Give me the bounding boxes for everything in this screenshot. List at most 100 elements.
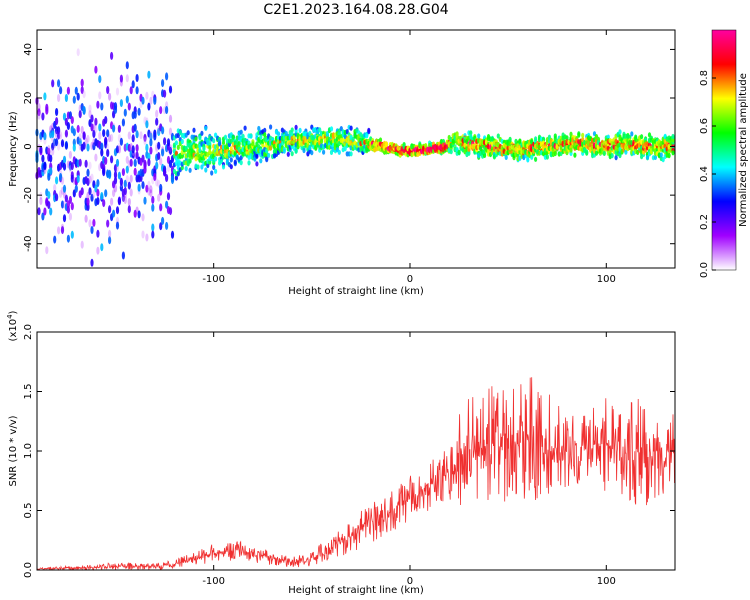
spectrogram-cell: [131, 145, 135, 154]
spectrogram-cell: [90, 258, 94, 267]
spectrogram-cell: [292, 134, 296, 141]
spectrogram-cell: [155, 117, 159, 126]
spectrogram-cell: [125, 155, 129, 164]
spectrogram-cell: [100, 102, 104, 111]
spectrogram-cell: [667, 153, 671, 159]
spectrogram-cell: [553, 150, 557, 157]
spectrogram-cell: [66, 86, 70, 95]
spectrogram-cell: [41, 212, 45, 221]
spectrogram-cell: [166, 138, 171, 147]
spectrogram-cell: [88, 104, 92, 113]
spectrogram-cell: [645, 154, 650, 160]
spectrogram-cell: [640, 134, 644, 140]
snr-panel: -100 0 100 0.0 0.5 1.0 1.5 2.0 Height of strai…: [6, 310, 676, 596]
spectrogram-cell: [133, 159, 137, 167]
spectrogram-cell: [88, 175, 92, 184]
spectrogram-cell: [630, 131, 634, 137]
spectrogram-cell: [60, 200, 65, 209]
spectrogram-cell: [80, 240, 84, 249]
spectrogram-cell: [59, 131, 63, 140]
spectrogram-cell: [117, 171, 121, 180]
spectrogram-cell: [112, 124, 116, 133]
spectrogram-cell: [110, 51, 114, 60]
snr-y-axis-label: SNR (10 * v/v): [8, 415, 19, 486]
spectrogram-cell: [119, 74, 123, 83]
spectrogram-x-ticks: -100 0 100: [202, 30, 616, 285]
spectrogram-cell: [276, 131, 281, 137]
spectrogram-cell: [108, 229, 112, 238]
spectrogram-cell: [57, 94, 61, 102]
spectrogram-cell: [174, 175, 178, 181]
x-tick-label: 0: [407, 576, 413, 587]
spectrogram-cell: [66, 122, 70, 130]
spectrogram-cell: [581, 132, 585, 138]
spectrogram-cell: [62, 184, 67, 193]
spectrogram-x-axis-label: Height of straight line (km): [288, 286, 424, 297]
spectrogram-cell: [129, 188, 133, 197]
snr-series: [36, 377, 676, 571]
spectrogram-cell: [163, 89, 167, 98]
spectrogram-cell: [545, 154, 550, 160]
spectrogram-cell: [153, 173, 157, 181]
spectrogram-cell: [174, 140, 178, 146]
spectrogram-cell: [206, 162, 210, 169]
spectrogram-cell: [117, 142, 121, 151]
spectrogram-cell: [66, 205, 70, 214]
spectrogram-cell: [378, 137, 383, 143]
spectrogram-cell: [294, 124, 298, 130]
spectrogram-cell: [251, 141, 255, 147]
spectrogram-cell: [204, 167, 208, 173]
spectrogram-cell: [349, 151, 353, 157]
spectrogram-cell: [100, 148, 104, 157]
spectrogram-cell: [115, 206, 120, 215]
spectrogram-cell: [310, 150, 314, 156]
spectrogram-cell: [108, 236, 112, 245]
spectrogram-cell: [92, 130, 96, 138]
spectrogram-cell: [168, 85, 173, 94]
spectrogram-cell: [145, 143, 149, 152]
snr-line: [36, 377, 676, 571]
spectrogram-cell: [469, 130, 473, 136]
spectrogram-cell: [214, 156, 218, 162]
spectrogram-cell: [125, 74, 129, 83]
spectrogram-cell: [157, 152, 161, 160]
spectrogram-cell: [547, 134, 552, 140]
spectrogram-cell: [68, 150, 72, 159]
spectrogram-cell: [131, 134, 135, 143]
spectrogram-cell: [70, 116, 74, 125]
spectrogram-cell: [133, 110, 137, 119]
spectrogram-cell: [72, 95, 76, 104]
spectrogram-cell: [165, 221, 169, 230]
spectrogram-cell: [70, 230, 74, 239]
spectrogram-cell: [125, 95, 129, 104]
spectrogram-cell: [64, 194, 68, 203]
spectrogram-cell: [198, 135, 202, 141]
spectrogram-cell: [64, 94, 68, 102]
spectrogram-cell: [51, 147, 55, 156]
spectrogram-cell: [282, 148, 286, 154]
spectrogram-cell: [127, 102, 131, 111]
spectrogram-cell: [57, 79, 61, 88]
spectrogram-cell: [115, 87, 120, 96]
spectrogram-cell: [151, 230, 155, 239]
spectrogram-cell: [145, 120, 149, 129]
spectrogram-cell: [147, 187, 151, 196]
spectrogram-cell: [318, 127, 322, 133]
spectrogram-cell: [161, 216, 165, 225]
spectrogram-cell: [483, 152, 487, 158]
figure-title: C2E1.2023.164.08.28.G04: [263, 2, 449, 18]
spectrogram-cell: [337, 149, 341, 155]
spectrogram-cell: [37, 111, 41, 120]
spectrogram-cell: [141, 181, 145, 190]
colorbar-tick-label: 0.2: [699, 214, 710, 230]
spectrogram-cell: [585, 149, 589, 155]
spectrogram-cell: [72, 143, 76, 152]
spectrogram-cell: [286, 151, 290, 157]
spectrogram-cell: [76, 48, 80, 57]
spectrogram-cell: [47, 191, 51, 200]
snr-x-axis-label: Height of straight line (km): [288, 585, 424, 596]
spectrogram-cell: [86, 197, 90, 206]
spectrogram-cell: [233, 159, 237, 165]
spectrogram-cell: [610, 153, 614, 159]
spectrogram-cell: [82, 90, 86, 99]
